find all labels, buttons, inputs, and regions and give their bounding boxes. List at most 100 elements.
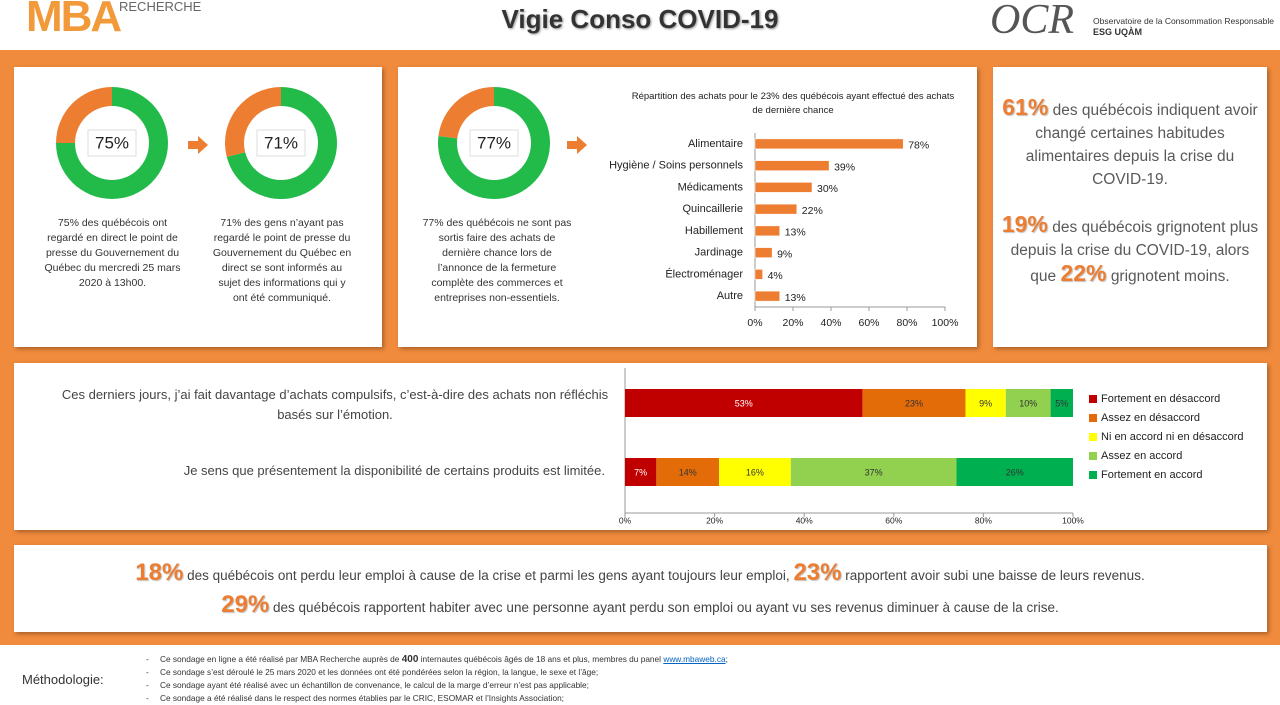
panel bbox=[993, 67, 1267, 347]
category-label: Habillement bbox=[685, 225, 743, 237]
bar bbox=[754, 247, 773, 258]
segment bbox=[719, 458, 791, 486]
statement: Je sens que présentement la disponibilit… bbox=[183, 463, 605, 478]
partner: OCR bbox=[990, 0, 1074, 43]
text: Ce sondage s’est déroulé le 25 mars 2020… bbox=[160, 667, 599, 677]
partner-school: ESG UQÀM bbox=[1093, 27, 1143, 37]
value-label: 9% bbox=[777, 248, 792, 260]
donut-slice bbox=[56, 87, 112, 143]
value-label: 30% bbox=[817, 183, 838, 195]
x-tick-label: 80% bbox=[975, 515, 992, 525]
segment bbox=[956, 458, 1073, 486]
paragraph: 29% des québécois rapportent habiter ave… bbox=[20, 590, 1260, 622]
category-label: Hygiène / Soins personnels bbox=[609, 160, 743, 172]
x-tick-label: 100% bbox=[1062, 515, 1084, 525]
brand-sub: RECHERCHE bbox=[119, 0, 202, 14]
brand: MBA bbox=[26, 0, 122, 41]
segment-label: 9% bbox=[979, 398, 992, 408]
legend-label: Fortement en désaccord bbox=[1101, 393, 1220, 405]
side-facts: 61% des québécois indiquent avoir changé… bbox=[1000, 96, 1260, 288]
link[interactable]: www.mbaweb.ca bbox=[663, 654, 726, 664]
segment-label: 5% bbox=[1055, 398, 1068, 408]
bar bbox=[754, 160, 830, 171]
segment bbox=[862, 389, 966, 417]
segment-label: 23% bbox=[905, 398, 923, 408]
arrow bbox=[188, 136, 208, 154]
text: rapportent avoir subi une baisse de leur… bbox=[845, 568, 1145, 583]
text: internautes québécois âgés de 18 ans et … bbox=[420, 654, 662, 664]
segment-label: 16% bbox=[746, 467, 764, 477]
segment-label: 10% bbox=[1019, 398, 1037, 408]
highlight: 23% bbox=[793, 559, 842, 586]
x-tick-label: 40% bbox=[820, 317, 841, 329]
methodology-item: Ce sondage a été réalisé dans le respect… bbox=[146, 692, 728, 705]
bar-title: Répartition des achats pour le 23% des q… bbox=[631, 91, 955, 116]
legend-swatch bbox=[1089, 452, 1097, 460]
donut-label: 75% bbox=[95, 133, 129, 152]
segment-label: 53% bbox=[735, 398, 753, 408]
bottom-facts: 18% des québécois ont perdu leur emploi … bbox=[20, 558, 1260, 622]
caption: 71% des gens n’ayant pas regardé le poin… bbox=[212, 217, 352, 304]
x-tick-label: 20% bbox=[782, 317, 803, 329]
x-tick-label: 60% bbox=[858, 317, 879, 329]
text: des québécois indiquent avoir changé cer… bbox=[1025, 102, 1258, 188]
category-label: Médicaments bbox=[678, 181, 744, 193]
legend-label: Assez en désaccord bbox=[1101, 412, 1200, 424]
donut-label: 71% bbox=[264, 133, 298, 152]
text: des québécois rapportent habiter avec un… bbox=[273, 600, 1059, 615]
segment bbox=[625, 458, 657, 486]
legend-swatch bbox=[1089, 471, 1097, 479]
value-label: 39% bbox=[834, 161, 855, 173]
donut-slice bbox=[438, 87, 551, 199]
highlight: 19% bbox=[1001, 211, 1048, 237]
segment-label: 7% bbox=[634, 467, 647, 477]
panel bbox=[14, 545, 1267, 632]
partner-name: Observatoire de la Consommation Responsa… bbox=[1093, 16, 1274, 26]
category-label: Jardinage bbox=[695, 247, 743, 259]
x-tick-label: 40% bbox=[796, 515, 813, 525]
donut-label: 77% bbox=[477, 133, 511, 152]
highlight: 61% bbox=[1002, 94, 1049, 120]
segment-label: 26% bbox=[1006, 467, 1024, 477]
highlight: 29% bbox=[221, 591, 270, 618]
panel bbox=[398, 67, 977, 347]
arrow bbox=[567, 136, 587, 154]
text: des québécois grignotent plus depuis la … bbox=[1010, 219, 1259, 285]
methodology: Ce sondage en ligne a été réalisé par MB… bbox=[146, 653, 728, 705]
text: Ce sondage ayant été réalisé avec un éch… bbox=[160, 680, 589, 690]
category-label: Quincaillerie bbox=[682, 203, 743, 215]
legend-label: Ni en accord ni en désaccord bbox=[1101, 431, 1243, 443]
x-tick-label: 80% bbox=[896, 317, 917, 329]
methodology-label: Méthodologie: bbox=[22, 672, 104, 687]
category-label: Autre bbox=[717, 290, 743, 302]
caption: 75% des québécois ont regardé en direct … bbox=[44, 217, 181, 289]
x-tick-label: 60% bbox=[885, 515, 902, 525]
methodology-item: Ce sondage ayant été réalisé avec un éch… bbox=[146, 679, 728, 692]
value-label: 4% bbox=[768, 270, 783, 282]
segment bbox=[1050, 389, 1073, 417]
bold-text: 400 bbox=[401, 654, 419, 665]
segment-label: 37% bbox=[865, 467, 883, 477]
x-tick-label: 0% bbox=[619, 515, 632, 525]
text: Ce sondage en ligne a été réalisé par MB… bbox=[160, 654, 400, 664]
caption: 77% des québécois ne sont pas sortis fai… bbox=[422, 217, 572, 304]
bar bbox=[754, 138, 904, 150]
donut-slice bbox=[438, 87, 494, 139]
bar bbox=[754, 182, 813, 193]
text: des québécois ont perdu leur emploi à ca… bbox=[187, 568, 790, 583]
paragraph: 19% des québécois grignotent plus depuis… bbox=[1000, 213, 1260, 288]
donut-slice bbox=[226, 87, 337, 199]
x-tick-label: 100% bbox=[932, 317, 959, 329]
bar bbox=[754, 269, 763, 280]
bar bbox=[754, 225, 780, 237]
legend-label: Fortement en accord bbox=[1101, 469, 1203, 481]
x-tick-label: 20% bbox=[706, 515, 723, 525]
segment bbox=[625, 389, 863, 417]
text: Ce sondage a été réalisé dans le respect… bbox=[160, 693, 564, 703]
label-box bbox=[469, 129, 519, 157]
segment bbox=[656, 458, 720, 486]
legend-swatch bbox=[1089, 433, 1097, 441]
segment bbox=[1005, 389, 1051, 417]
